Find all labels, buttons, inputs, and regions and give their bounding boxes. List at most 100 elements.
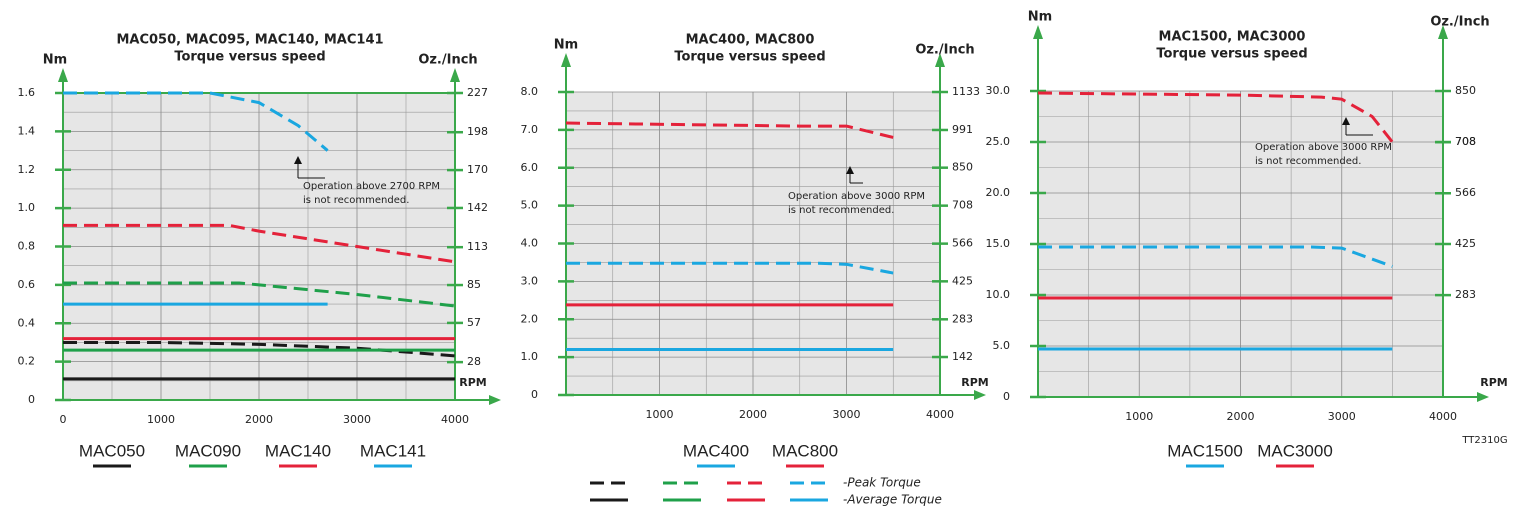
- annotation: Operation above 2700 RPM: [303, 181, 440, 192]
- figure-code: TT2310G: [1461, 435, 1507, 446]
- x-axis-label: RPM: [459, 376, 486, 389]
- peak-legend-label: -Peak Torque: [843, 476, 921, 490]
- chart-title: MAC400, MAC800: [686, 33, 815, 48]
- y-tick-label: 15.0: [986, 237, 1011, 250]
- peak-torque-line: [1038, 245, 1393, 268]
- x-axis-arrow: [974, 390, 986, 400]
- x-tick-label: 2000: [245, 413, 273, 426]
- y2-tick-label: 991: [952, 123, 973, 136]
- y2-tick-label: 850: [1455, 84, 1476, 97]
- y-tick-label: 0.8: [18, 240, 36, 253]
- legend-label: MAC090: [175, 441, 241, 460]
- x-tick-label: 3000: [343, 413, 371, 426]
- annotation-arrowhead: [1342, 117, 1350, 125]
- x-axis-label: RPM: [961, 376, 988, 389]
- annotation-arrowhead: [846, 166, 854, 174]
- x-tick-label: 1000: [1125, 410, 1153, 423]
- y-tick-label: 0.4: [18, 316, 36, 329]
- y-tick-label: 1.4: [18, 124, 36, 137]
- y-tick-label: 5.0: [521, 199, 539, 212]
- x-tick-label: 4000: [926, 408, 954, 421]
- y2-tick-label: 28: [467, 355, 481, 368]
- peak-torque-line: [565, 121, 894, 139]
- y2-tick-label: 1133: [952, 85, 980, 98]
- y2-axis-label: Oz./Inch: [1430, 15, 1489, 30]
- y-axis-arrow: [561, 53, 571, 67]
- x-axis-arrow: [489, 395, 501, 405]
- y-tick-label: 0.2: [18, 355, 36, 368]
- y-tick-label: 25.0: [986, 135, 1011, 148]
- legend-label: MAC141: [360, 441, 426, 460]
- legend-label: MAC050: [79, 441, 145, 460]
- y-axis-label: Nm: [43, 53, 67, 68]
- y2-tick-label: 425: [952, 274, 973, 287]
- y2-tick-label: 708: [1455, 135, 1476, 148]
- annotation: is not recommended.: [788, 205, 894, 216]
- y2-axis-label: Oz./Inch: [418, 53, 477, 68]
- annotation: is not recommended.: [303, 195, 409, 206]
- peak-torque-line: [1037, 91, 1394, 143]
- average-legend-label: -Average Torque: [843, 493, 942, 506]
- y-axis-label: Nm: [554, 38, 578, 53]
- y2-tick-label: 708: [1455, 135, 1476, 148]
- y2-tick-label: 113: [467, 240, 488, 253]
- chart-title: MAC1500, MAC3000: [1159, 30, 1306, 45]
- y-tick-label: 1.6: [18, 86, 36, 99]
- peak-torque-line: [63, 91, 329, 152]
- peak-torque-line: [63, 223, 456, 264]
- x-tick-label: 3000: [833, 408, 861, 421]
- y2-tick-label: 170: [467, 163, 488, 176]
- y2-tick-label: 142: [467, 201, 488, 214]
- y-tick-label: 0.6: [18, 278, 36, 291]
- y-tick-label: 0: [28, 393, 35, 406]
- x-tick-label: 0: [60, 413, 67, 426]
- x-tick-label: 2000: [739, 408, 767, 421]
- chart-title: MAC050, MAC095, MAC140, MAC141: [116, 33, 383, 48]
- legend-label: MAC3000: [1257, 441, 1333, 460]
- peak-torque-line: [63, 281, 456, 308]
- y2-tick-label: 566: [1455, 186, 1476, 199]
- y-tick-label: 0: [531, 388, 538, 401]
- chart-title: Torque versus speed: [674, 50, 825, 65]
- y2-tick-label: 85: [467, 278, 481, 291]
- y2-tick-label: 227: [467, 86, 488, 99]
- y-tick-label: 1.0: [18, 201, 36, 214]
- y2-axis-arrow: [1438, 25, 1448, 39]
- y2-tick-label: 283: [1455, 288, 1476, 301]
- chart-title: Torque versus speed: [174, 50, 325, 65]
- chart-title: Torque versus speed: [1156, 47, 1307, 62]
- legend-label: MAC1500: [1167, 441, 1243, 460]
- annotation: Operation above 3000 RPM: [788, 191, 925, 202]
- y-tick-label: 8.0: [521, 85, 539, 98]
- y-axis-arrow: [58, 68, 68, 82]
- y2-tick-label: 198: [467, 125, 488, 138]
- annotation: Operation above 3000 RPM: [1255, 142, 1392, 153]
- y-tick-label: 30.0: [986, 84, 1011, 97]
- legend-label: MAC800: [772, 441, 838, 460]
- y-tick-label: 7.0: [521, 123, 539, 136]
- y-axis-label: Nm: [1028, 10, 1052, 25]
- y2-tick-label: 850: [952, 161, 973, 174]
- y-tick-label: 4.0: [521, 237, 539, 250]
- y-axis-arrow: [1033, 25, 1043, 39]
- x-tick-label: 3000: [1328, 410, 1356, 423]
- legend-label: MAC140: [265, 441, 331, 460]
- y2-tick-label: 142: [952, 350, 973, 363]
- y2-tick-label: 566: [952, 237, 973, 250]
- y2-axis-arrow: [450, 68, 460, 82]
- y-tick-label: 2.0: [521, 312, 539, 325]
- x-tick-label: 4000: [1429, 410, 1457, 423]
- x-tick-label: 1000: [147, 413, 175, 426]
- x-tick-label: 4000: [441, 413, 469, 426]
- y-tick-label: 0: [1003, 390, 1010, 403]
- y2-axis-label: Oz./Inch: [915, 43, 974, 58]
- annotation: is not recommended.: [1255, 156, 1361, 167]
- y-tick-label: 3.0: [521, 274, 539, 287]
- annotation-arrowhead: [294, 156, 302, 164]
- y2-tick-label: 57: [467, 316, 481, 329]
- peak-torque-line: [566, 261, 894, 275]
- y-tick-label: 20.0: [986, 186, 1011, 199]
- y-tick-label: 1.0: [521, 350, 539, 363]
- y-tick-label: 6.0: [521, 161, 539, 174]
